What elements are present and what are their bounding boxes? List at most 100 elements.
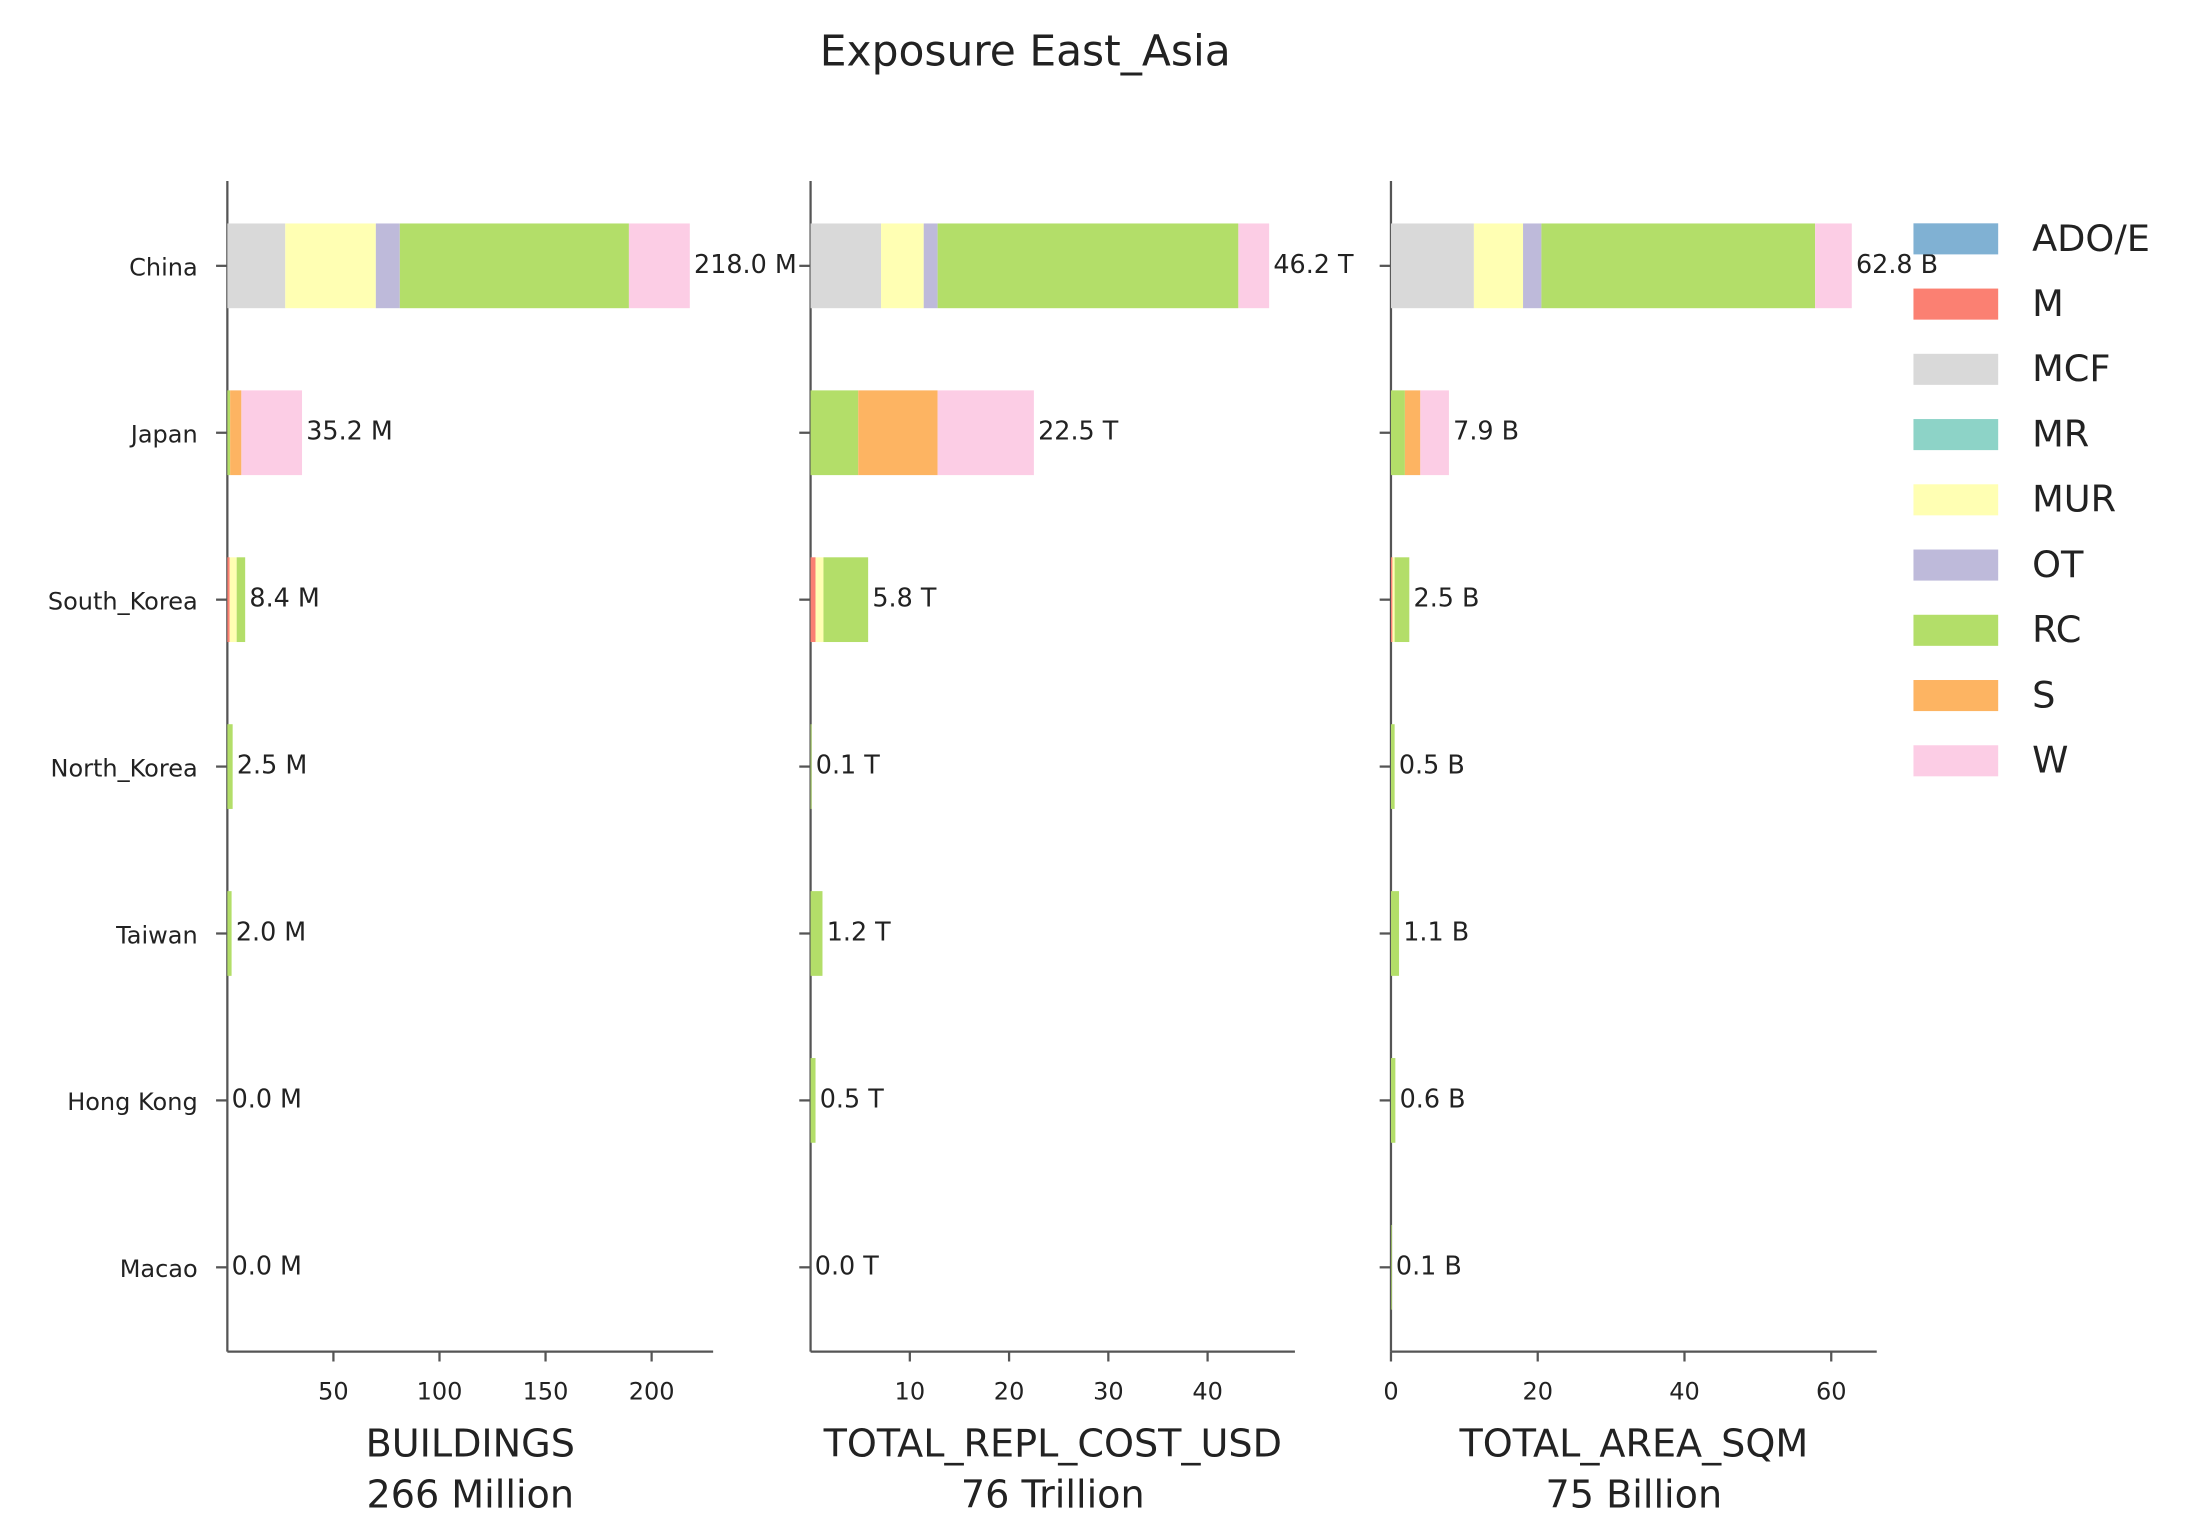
bar-segment: [1541, 223, 1816, 309]
bar-segment: [1390, 891, 1400, 976]
bar-segment: [858, 390, 938, 476]
x-tick-label: 10: [895, 1378, 926, 1406]
x-tick-label: 100: [417, 1378, 463, 1406]
bar-segment: [810, 1058, 816, 1143]
bar-segment: [227, 891, 232, 976]
legend-swatch: [1913, 353, 1999, 385]
x-axis-label: BUILDINGS: [366, 1422, 575, 1466]
legend-swatch: [1913, 614, 1999, 646]
y-tick-label: North_Korea: [51, 754, 198, 782]
bar-segment: [810, 891, 823, 976]
x-axis-label: TOTAL_REPL_COST_USD: [823, 1422, 1282, 1466]
total-label: 2.5 M: [237, 750, 307, 780]
x-axis-subtitle: 75 Billion: [1546, 1473, 1723, 1517]
bar-segment: [1404, 390, 1421, 476]
bar-segment: [815, 557, 824, 643]
bar-segment: [227, 223, 286, 309]
y-tick-label: South_Korea: [48, 587, 198, 615]
legend-label: MUR: [2032, 478, 2116, 521]
bar-segment: [937, 390, 1034, 476]
total-label: 0.0 M: [232, 1083, 302, 1113]
legend-swatch: [1913, 745, 1999, 777]
x-tick-label: 150: [523, 1378, 569, 1406]
total-label: 35.2 M: [306, 416, 393, 446]
total-label: 1.1 B: [1403, 916, 1469, 946]
bar-segment: [1390, 1058, 1396, 1143]
total-label: 46.2 T: [1273, 249, 1354, 279]
x-axis-label: TOTAL_AREA_SQM: [1458, 1422, 1808, 1466]
x-tick-label: 60: [1816, 1378, 1847, 1406]
total-label: 0.0 T: [815, 1250, 879, 1280]
x-axis-subtitle: 76 Trillion: [961, 1473, 1145, 1517]
bar-segment: [1815, 223, 1852, 309]
bar-segment: [810, 724, 812, 809]
bar-segment: [1420, 390, 1449, 476]
bar-segment: [230, 390, 242, 476]
total-label: 2.0 M: [236, 916, 306, 946]
legend-label: ADO/E: [2032, 217, 2150, 260]
chart-title: Exposure East_Asia: [820, 26, 1231, 75]
total-label: 0.0 M: [232, 1250, 302, 1280]
total-label: 8.4 M: [249, 583, 319, 613]
bar-segment: [823, 557, 869, 643]
bar-segment: [810, 390, 859, 476]
total-label: 0.5 B: [1399, 750, 1465, 780]
bar-segment: [810, 223, 882, 309]
total-label: 0.1 T: [816, 750, 880, 780]
x-tick-label: 0: [1383, 1378, 1398, 1406]
bar-segment: [1238, 223, 1270, 309]
bar-segment: [1523, 223, 1542, 309]
x-tick-label: 20: [994, 1378, 1025, 1406]
legend-label: OT: [2032, 543, 2084, 586]
y-tick-label: Hong Kong: [67, 1088, 197, 1116]
bar-segment: [810, 557, 816, 643]
legend-swatch: [1913, 549, 1999, 581]
total-label: 0.5 T: [820, 1083, 884, 1113]
bar-segment: [881, 223, 924, 309]
x-axis-subtitle: 266 Million: [366, 1473, 574, 1517]
bar-segment: [229, 557, 237, 643]
bar-segment: [1473, 223, 1524, 309]
legend-swatch: [1913, 288, 1999, 320]
bar-segment: [923, 223, 938, 309]
bar-segment: [285, 223, 376, 309]
bar-segment: [227, 724, 233, 809]
total-label: 2.5 B: [1414, 583, 1480, 613]
total-label: 0.1 B: [1396, 1250, 1462, 1280]
bar-segment: [628, 223, 690, 309]
bar-segment: [1390, 223, 1474, 309]
total-label: 7.9 B: [1453, 416, 1519, 446]
x-tick-label: 20: [1522, 1378, 1553, 1406]
bar-segment: [1390, 557, 1393, 643]
legend-swatch: [1913, 484, 1999, 516]
bar-segment: [236, 557, 246, 643]
x-tick-label: 50: [318, 1378, 349, 1406]
total-label: 22.5 T: [1038, 416, 1119, 446]
bar-segment: [399, 223, 629, 309]
x-tick-label: 40: [1669, 1378, 1700, 1406]
x-tick-label: 30: [1093, 1378, 1124, 1406]
total-label: 218.0 M: [694, 249, 797, 279]
legend-label: S: [2032, 673, 2055, 716]
legend-swatch: [1913, 223, 1999, 255]
bar-segment: [1394, 557, 1410, 643]
y-tick-label: Macao: [120, 1255, 198, 1283]
bar-segment: [1390, 1224, 1392, 1310]
total-label: 1.2 T: [827, 916, 891, 946]
y-tick-label: China: [129, 254, 198, 282]
bar-segment: [375, 223, 400, 309]
legend-label: W: [2032, 739, 2068, 782]
legend-label: M: [2032, 282, 2064, 325]
bar-segment: [1392, 557, 1395, 643]
bar-segment: [937, 223, 1239, 309]
legend-label: MR: [2032, 412, 2089, 455]
x-tick-label: 40: [1192, 1378, 1223, 1406]
total-label: 0.6 B: [1400, 1083, 1466, 1113]
legend-label: RC: [2032, 608, 2081, 651]
y-tick-label: Taiwan: [115, 921, 198, 949]
bar-segment: [227, 390, 231, 476]
bar-segment: [1390, 390, 1405, 476]
legend-swatch: [1913, 680, 1999, 712]
